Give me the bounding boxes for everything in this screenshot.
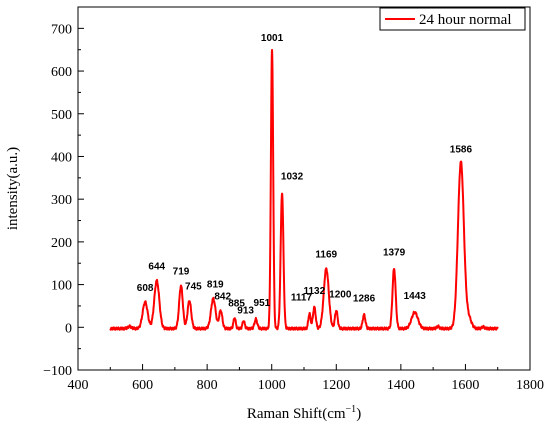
x-axis-label: Raman Shift(cm−1) — [247, 404, 361, 422]
peak-label-644: 644 — [148, 261, 165, 272]
peak-label-1200: 1200 — [329, 289, 352, 300]
peak-label-1001: 1001 — [261, 33, 284, 44]
peak-label-1032: 1032 — [281, 171, 304, 182]
peak-label-885: 885 — [228, 299, 245, 310]
peak-label-719: 719 — [173, 267, 190, 278]
peak-label-1443: 1443 — [404, 291, 427, 302]
y-tick-label-3: 200 — [51, 236, 72, 251]
y-axis-label: intensity(a.u.) — [5, 147, 21, 230]
y-tick-label-4: 300 — [51, 193, 72, 208]
x-tick-label-1: 600 — [132, 378, 153, 393]
series-layer — [109, 48, 499, 331]
peak-label-842: 842 — [214, 291, 231, 302]
x-axis-label-suffix: ) — [356, 406, 361, 422]
peak-label-1286: 1286 — [353, 294, 376, 305]
legend-layer: 24 hour normal — [379, 7, 526, 31]
x-axis-label-superscript: −1 — [346, 404, 357, 415]
peak-label-1169: 1169 — [315, 250, 337, 261]
y-tick-label-6: 500 — [51, 108, 72, 123]
peak-label-1117: 1117 — [291, 292, 313, 303]
peak-label-1379: 1379 — [383, 248, 406, 259]
peak-label-819: 819 — [207, 279, 224, 290]
peak-label-608: 608 — [137, 283, 154, 294]
y-tick-label-1: 0 — [65, 321, 72, 336]
x-tick-label-3: 1000 — [258, 378, 286, 393]
x-tick-label-0: 400 — [68, 378, 89, 393]
legend-label: 24 hour normal — [419, 12, 511, 28]
x-tick-label-2: 800 — [197, 378, 218, 393]
peak-label-951: 951 — [254, 298, 271, 309]
x-tick-label-7: 1800 — [516, 378, 544, 393]
peak-label-745: 745 — [185, 282, 202, 293]
y-tick-label-2: 100 — [51, 279, 72, 294]
series-line-0 — [109, 48, 499, 331]
peak-label-1132: 1132 — [303, 286, 325, 297]
axes-layer: 400 600 800 1000 1200 1400 1600 1800 −100 0 100 200… — [43, 6, 544, 393]
y-tick-label-0: −100 — [43, 364, 72, 379]
legend-box — [379, 7, 526, 31]
peak-label-1586: 1586 — [450, 145, 473, 156]
peak-label-913: 913 — [237, 306, 254, 317]
x-axis-label-main: Raman Shift(cm — [247, 406, 346, 422]
y-tick-label-7: 600 — [51, 65, 72, 80]
x-tick-label-4: 1200 — [322, 378, 350, 393]
x-tick-label-6: 1600 — [451, 378, 479, 393]
x-tick-label-5: 1400 — [387, 378, 415, 393]
y-tick-label-5: 400 — [51, 150, 72, 165]
y-tick-label-8: 700 — [51, 22, 72, 37]
